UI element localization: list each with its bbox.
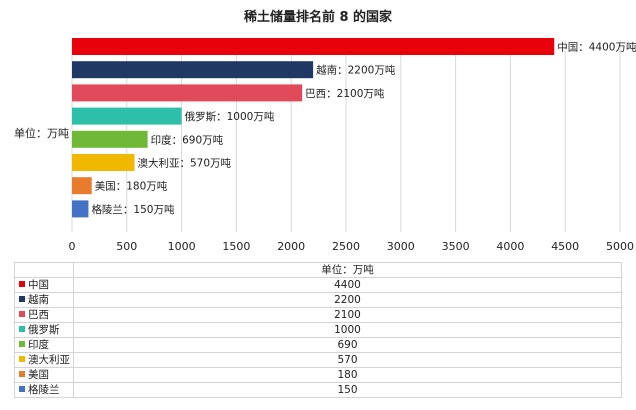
y-axis-label: 单位：万吨 [14, 126, 69, 140]
legend-swatch [19, 311, 25, 317]
table-value-cell: 2200 [73, 292, 622, 308]
table-category-cell: 俄罗斯 [14, 322, 74, 338]
bar [72, 177, 92, 195]
bar [72, 200, 89, 218]
table-header-unit: 单位：万吨 [73, 262, 622, 278]
table-value-cell: 180 [73, 367, 622, 383]
x-tick-label: 2000 [277, 240, 305, 253]
table-category-label: 俄罗斯 [28, 324, 60, 336]
table-value-cell: 1000 [73, 322, 622, 338]
x-axis-ticks: 0 500 1000 1500 2000 2500 3000 3500 4000 4500 5000 [69, 240, 635, 253]
table-category-label: 越南 [28, 294, 49, 306]
x-tick-label: 2500 [332, 240, 360, 253]
table-category-label: 美国 [28, 369, 49, 381]
bar [72, 130, 148, 148]
table-value-cell: 150 [73, 382, 622, 398]
table-value-cell: 690 [73, 337, 622, 353]
data-label: 越南：2200万吨 [316, 64, 396, 77]
table-header-blank [14, 262, 74, 278]
bar [72, 61, 314, 79]
data-label: 美国：180万吨 [95, 180, 168, 193]
data-label: 巴西：2100万吨 [305, 87, 385, 100]
table-header-row: 单位：万吨 [14, 262, 622, 278]
x-tick-label: 1500 [222, 240, 250, 253]
table-category-label: 澳大利亚 [28, 354, 70, 366]
legend-swatch [19, 341, 25, 347]
legend-swatch [19, 296, 25, 302]
table-row: 巴西 2100 [14, 307, 622, 323]
data-label: 俄罗斯：1000万吨 [185, 110, 275, 123]
x-tick-label: 3000 [387, 240, 415, 253]
legend-swatch [19, 386, 25, 392]
x-tick-label: 3500 [442, 240, 470, 253]
legend-swatch [19, 281, 25, 287]
data-label: 印度：690万吨 [151, 133, 224, 146]
table-category-label: 格陵兰 [28, 384, 60, 396]
x-tick-label: 0 [69, 240, 76, 253]
data-label: 格陵兰：150万吨 [91, 203, 175, 216]
table-category-label: 巴西 [28, 309, 49, 321]
data-table: 单位：万吨 中国 4400 越南 2200 巴西 2100 俄罗斯 1000 印度 690 澳大利亚… [14, 262, 622, 398]
bar [72, 154, 135, 171]
table-category-cell: 印度 [14, 337, 74, 353]
bars [72, 38, 555, 218]
bar [72, 107, 182, 125]
legend-swatch [19, 356, 25, 362]
data-label: 澳大利亚：570万吨 [137, 157, 231, 170]
table-value-cell: 4400 [73, 277, 622, 293]
table-category-cell: 格陵兰 [14, 382, 74, 398]
table-row: 格陵兰 150 [14, 382, 622, 398]
legend-swatch [19, 326, 25, 332]
data-label: 中国：4400万吨 [557, 41, 636, 54]
bar [72, 84, 303, 102]
table-category-label: 中国 [28, 279, 49, 291]
table-row: 澳大利亚 570 [14, 352, 622, 368]
table-category-cell: 中国 [14, 277, 74, 293]
legend-swatch [19, 371, 25, 377]
table-row: 中国 4400 [14, 277, 622, 293]
table-category-cell: 越南 [14, 292, 74, 308]
table-row: 美国 180 [14, 367, 622, 383]
x-tick-label: 1000 [168, 240, 196, 253]
table-row: 俄罗斯 1000 [14, 322, 622, 338]
table-row: 越南 2200 [14, 292, 622, 308]
x-tick-label: 5000 [606, 240, 634, 253]
table-category-label: 印度 [28, 339, 49, 351]
table-value-cell: 2100 [73, 307, 622, 323]
table-category-cell: 澳大利亚 [14, 352, 74, 368]
table-category-cell: 巴西 [14, 307, 74, 323]
table-row: 印度 690 [14, 337, 622, 353]
chart-title: 稀土储量排名前 8 的国家 [243, 10, 393, 25]
table-category-cell: 美国 [14, 367, 74, 383]
table-value-cell: 570 [73, 352, 622, 368]
bar-chart: 中国：4400万吨越南：2200万吨巴西：2100万吨俄罗斯：1000万吨印度：… [14, 38, 636, 253]
data-labels: 中国：4400万吨越南：2200万吨巴西：2100万吨俄罗斯：1000万吨印度：… [91, 41, 636, 216]
x-tick-label: 4000 [496, 240, 524, 253]
x-tick-label: 500 [116, 240, 137, 253]
x-tick-label: 4500 [551, 240, 579, 253]
bar [72, 38, 555, 55]
